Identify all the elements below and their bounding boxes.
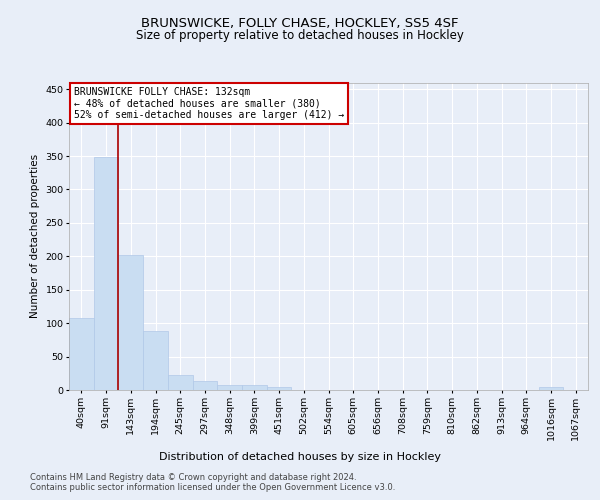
Bar [267, 386, 292, 390]
Text: Contains public sector information licensed under the Open Government Licence v3: Contains public sector information licen… [30, 482, 395, 492]
Bar [193, 382, 217, 390]
Text: BRUNSWICKE, FOLLY CHASE, HOCKLEY, SS5 4SF: BRUNSWICKE, FOLLY CHASE, HOCKLEY, SS5 4S… [141, 18, 459, 30]
Bar [242, 384, 267, 390]
Text: Distribution of detached houses by size in Hockley: Distribution of detached houses by size … [159, 452, 441, 462]
Bar [168, 376, 193, 390]
Bar [539, 388, 563, 390]
Bar [118, 255, 143, 390]
Bar [143, 331, 168, 390]
Bar [94, 158, 118, 390]
Y-axis label: Number of detached properties: Number of detached properties [30, 154, 40, 318]
Bar [217, 384, 242, 390]
Text: Contains HM Land Registry data © Crown copyright and database right 2024.: Contains HM Land Registry data © Crown c… [30, 472, 356, 482]
Text: BRUNSWICKE FOLLY CHASE: 132sqm
← 48% of detached houses are smaller (380)
52% of: BRUNSWICKE FOLLY CHASE: 132sqm ← 48% of … [74, 87, 344, 120]
Bar [69, 318, 94, 390]
Text: Size of property relative to detached houses in Hockley: Size of property relative to detached ho… [136, 29, 464, 42]
